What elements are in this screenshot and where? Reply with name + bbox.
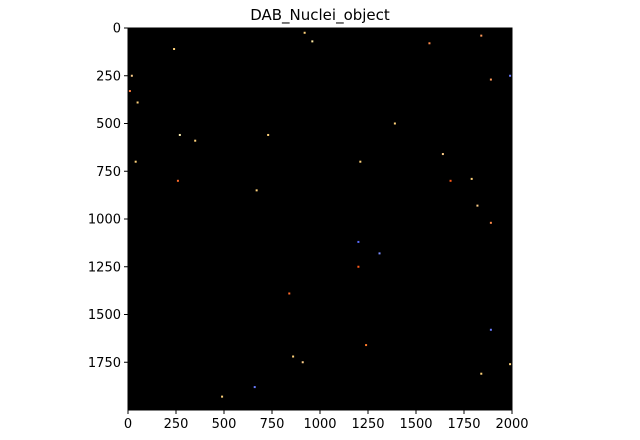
x-tick-label-0: 0 (124, 417, 132, 432)
x-tick-label-1: 250 (164, 417, 189, 432)
y-tick-label-6: 1500 (88, 308, 121, 323)
nucleus-object-14 (441, 153, 444, 156)
x-tick-label-4: 1000 (303, 417, 336, 432)
nucleus-object-22 (357, 240, 360, 243)
nucleus-object-7 (489, 78, 492, 81)
nucleus-object-34 (476, 204, 479, 207)
nucleus-object-30 (480, 372, 483, 375)
nucleus-object-17 (176, 179, 179, 182)
nucleus-object-32 (253, 386, 256, 389)
y-tick-label-1: 250 (96, 69, 121, 84)
nucleus-object-6 (509, 74, 512, 77)
y-tick-label-4: 1000 (88, 213, 121, 228)
image-area (128, 28, 512, 410)
nucleus-object-27 (489, 328, 492, 331)
nucleus-object-21 (489, 221, 492, 224)
nucleus-object-5 (130, 74, 133, 77)
object-markers (128, 31, 512, 398)
x-tick-label-8: 2000 (495, 417, 528, 432)
nucleus-object-33 (221, 395, 224, 398)
y-tick-label-7: 1750 (88, 356, 121, 371)
nucleus-object-15 (359, 160, 362, 163)
nucleus-object-18 (449, 179, 452, 182)
x-tick-label-7: 1750 (447, 417, 480, 432)
y-tick-label-2: 500 (96, 117, 121, 132)
nucleus-object-10 (178, 133, 181, 136)
nucleus-object-12 (267, 133, 270, 136)
x-tick-label-2: 500 (212, 417, 237, 432)
nucleus-object-31 (509, 363, 512, 366)
nucleus-object-1 (173, 48, 176, 51)
nucleus-object-2 (428, 42, 431, 45)
nucleus-object-25 (288, 292, 291, 295)
nucleus-object-19 (470, 177, 473, 180)
x-tick-label-5: 1250 (351, 417, 384, 432)
nucleus-object-20 (255, 189, 258, 192)
nucleus-object-28 (292, 355, 295, 358)
axes: 0 250 500 750 1000 1250 1500 1750 2000 0 250 500 750… (88, 22, 529, 433)
nucleus-object-8 (128, 90, 131, 93)
nucleus-object-26 (365, 344, 368, 347)
y-tick-label-0: 0 (113, 22, 121, 37)
nucleus-object-0 (311, 40, 314, 43)
y-tick-label-3: 750 (96, 165, 121, 180)
nucleus-object-3 (480, 34, 483, 37)
nucleus-object-9 (136, 101, 139, 104)
chart-title: DAB_Nuclei_object (250, 6, 390, 25)
nucleus-object-29 (301, 361, 304, 364)
x-tick-label-3: 750 (260, 417, 285, 432)
nucleus-object-13 (393, 122, 396, 125)
x-tick-label-6: 1500 (399, 417, 432, 432)
nucleus-object-16 (134, 160, 137, 163)
nucleus-object-4 (303, 31, 306, 34)
nucleus-object-24 (357, 265, 360, 268)
nucleus-object-11 (194, 139, 197, 142)
y-tick-label-5: 1250 (88, 260, 121, 275)
nucleus-object-23 (378, 252, 381, 255)
